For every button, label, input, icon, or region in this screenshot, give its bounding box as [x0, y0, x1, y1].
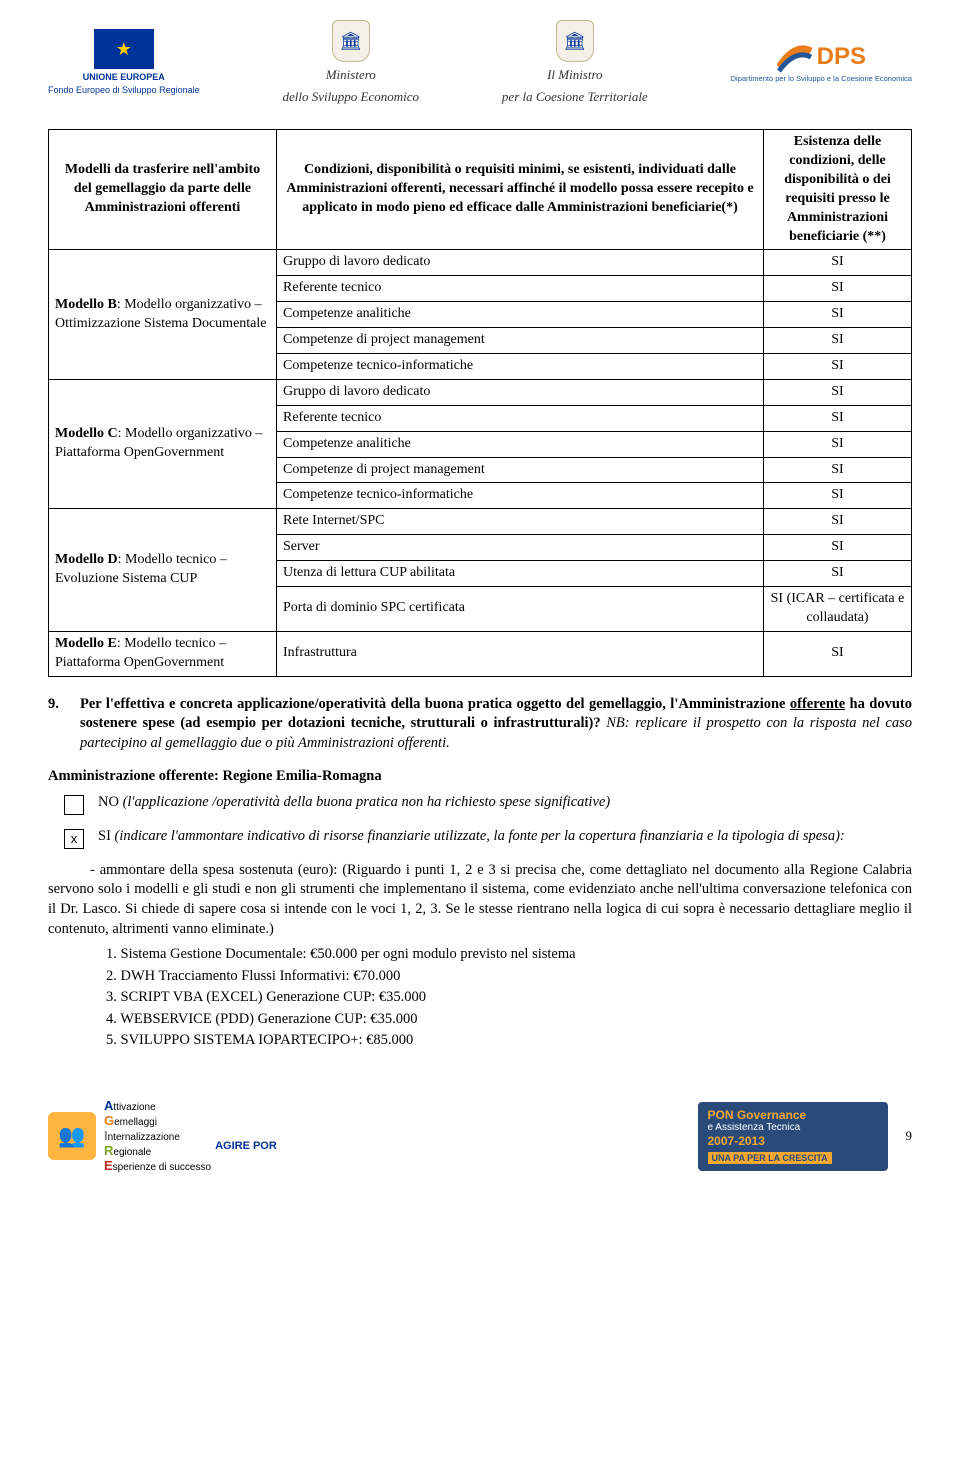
- page-number: 9: [906, 1127, 913, 1145]
- list-item: 4. WEBSERVICE (PDD) Generazione CUP: €35…: [106, 1010, 912, 1030]
- cell-cond: Competenze tecnico-informatiche: [277, 354, 764, 380]
- cell-cond: Porta di dominio SPC certificata: [277, 587, 764, 632]
- logo-agire: 👥 Attivazione Gemellaggi Internalizzazio…: [48, 1099, 277, 1174]
- checkbox-no[interactable]: [64, 795, 84, 815]
- q9-text: Per l'effettiva e concreta applicazione/…: [80, 695, 912, 754]
- cell-val: SI: [764, 276, 912, 302]
- logo-pon: PON Governance e Assistenza Tecnica 2007…: [698, 1102, 888, 1171]
- min2-l1: Il Ministro: [547, 66, 603, 84]
- dps-swoosh-icon: [777, 41, 813, 73]
- cell-val: SI: [764, 483, 912, 509]
- cell-val: SI: [764, 328, 912, 354]
- option-no: NO (l'applicazione /operatività della bu…: [64, 793, 912, 815]
- list-item: 1. Sistema Gestione Documentale: €50.000…: [106, 945, 912, 965]
- cell-val: SI: [764, 379, 912, 405]
- cell-val: SI: [764, 457, 912, 483]
- spesa-paragraph: - ammontare della spesa sostenuta (euro)…: [48, 861, 912, 939]
- table-row: Modello E: Modello tecnico – Piattaforma…: [49, 631, 912, 676]
- cell-cond: Referente tecnico: [277, 405, 764, 431]
- dps-text: DPS: [817, 41, 866, 73]
- page-footer: 👥 Attivazione Gemellaggi Internalizzazio…: [48, 1099, 912, 1174]
- eu-label-2: Fondo Europeo di Sviluppo Regionale: [48, 84, 200, 96]
- th-col1: Modelli da trasferire nell'ambito del ge…: [49, 130, 277, 250]
- logo-ministero-1: 🏛 Ministero dello Sviluppo Economico: [283, 20, 419, 105]
- eu-label-1: UNIONE EUROPEA: [83, 71, 165, 83]
- table-header-row: Modelli da trasferire nell'ambito del ge…: [49, 130, 912, 250]
- min1-l2: dello Sviluppo Economico: [283, 88, 419, 106]
- cell-cond: Competenze analitiche: [277, 302, 764, 328]
- cell-cond: Competenze di project management: [277, 328, 764, 354]
- checkbox-si[interactable]: x: [64, 829, 84, 849]
- dps-sub: Dipartimento per lo Sviluppo e la Coesio…: [731, 74, 912, 84]
- th-col3: Esistenza delle condizioni, delle dispon…: [764, 130, 912, 250]
- q9-number: 9.: [48, 695, 66, 754]
- cell-val: SI: [764, 405, 912, 431]
- emblem-icon: 🏛: [332, 20, 370, 62]
- cell-val: SI: [764, 561, 912, 587]
- cell-val: SI: [764, 250, 912, 276]
- emblem-icon: 🏛: [556, 20, 594, 62]
- cell-cond: Utenza di lettura CUP abilitata: [277, 561, 764, 587]
- agire-por-label: AGIRE POR: [215, 1139, 277, 1154]
- cell-val: SI: [764, 631, 912, 676]
- cell-val: SI: [764, 354, 912, 380]
- option-si-label: SI (indicare l'ammontare indicativo di r…: [98, 827, 912, 847]
- group-b-label: Modello B: Modello organizzativo – Ottim…: [49, 250, 277, 379]
- table-row: Modello C: Modello organizzativo – Piatt…: [49, 379, 912, 405]
- min1-l1: Ministero: [326, 66, 376, 84]
- cell-cond: Competenze tecnico-informatiche: [277, 483, 764, 509]
- cell-cond: Competenze analitiche: [277, 431, 764, 457]
- cell-val: SI: [764, 431, 912, 457]
- logo-eu: ★ UNIONE EUROPEA Fondo Europeo di Svilup…: [48, 29, 200, 95]
- admin-offerente-line: Amministrazione offerente: Regione Emili…: [48, 767, 912, 787]
- table-row: Modello D: Modello tecnico – Evoluzione …: [49, 509, 912, 535]
- cell-val: SI: [764, 302, 912, 328]
- eu-flag-icon: ★: [94, 29, 154, 69]
- cell-cond: Rete Internet/SPC: [277, 509, 764, 535]
- logo-dps: DPS Dipartimento per lo Sviluppo e la Co…: [731, 41, 912, 84]
- group-e-label: Modello E: Modello tecnico – Piattaforma…: [49, 631, 277, 676]
- min2-l2: per la Coesione Territoriale: [502, 88, 648, 106]
- logo-ministero-2: 🏛 Il Ministro per la Coesione Territoria…: [502, 20, 648, 105]
- option-no-label: NO (l'applicazione /operatività della bu…: [98, 793, 912, 813]
- conditions-table: Modelli da trasferire nell'ambito del ge…: [48, 129, 912, 676]
- cell-val: SI (ICAR – certificata e collaudata): [764, 587, 912, 632]
- cell-val: SI: [764, 509, 912, 535]
- group-c-label: Modello C: Modello organizzativo – Piatt…: [49, 379, 277, 508]
- list-item: 2. DWH Tracciamento Flussi Informativi: …: [106, 967, 912, 987]
- header-logos: ★ UNIONE EUROPEA Fondo Europeo di Svilup…: [48, 20, 912, 105]
- option-si: x SI (indicare l'ammontare indicativo di…: [64, 827, 912, 849]
- cell-cond: Server: [277, 535, 764, 561]
- cell-cond: Gruppo di lavoro dedicato: [277, 250, 764, 276]
- agire-icon: 👥: [48, 1112, 96, 1160]
- cell-cond: Referente tecnico: [277, 276, 764, 302]
- question-9: 9. Per l'effettiva e concreta applicazio…: [48, 695, 912, 754]
- agire-text: Attivazione Gemellaggi Internalizzazione…: [104, 1099, 211, 1174]
- spesa-list: 1. Sistema Gestione Documentale: €50.000…: [106, 945, 912, 1051]
- th-col2: Condizioni, disponibilità o requisiti mi…: [277, 130, 764, 250]
- list-item: 5. SVILUPPO SISTEMA IOPARTECIPO+: €85.00…: [106, 1031, 912, 1051]
- cell-cond: Competenze di project management: [277, 457, 764, 483]
- list-item: 3. SCRIPT VBA (EXCEL) Generazione CUP: €…: [106, 988, 912, 1008]
- group-d-label: Modello D: Modello tecnico – Evoluzione …: [49, 509, 277, 631]
- table-row: Modello B: Modello organizzativo – Ottim…: [49, 250, 912, 276]
- cell-val: SI: [764, 535, 912, 561]
- cell-cond: Infrastruttura: [277, 631, 764, 676]
- cell-cond: Gruppo di lavoro dedicato: [277, 379, 764, 405]
